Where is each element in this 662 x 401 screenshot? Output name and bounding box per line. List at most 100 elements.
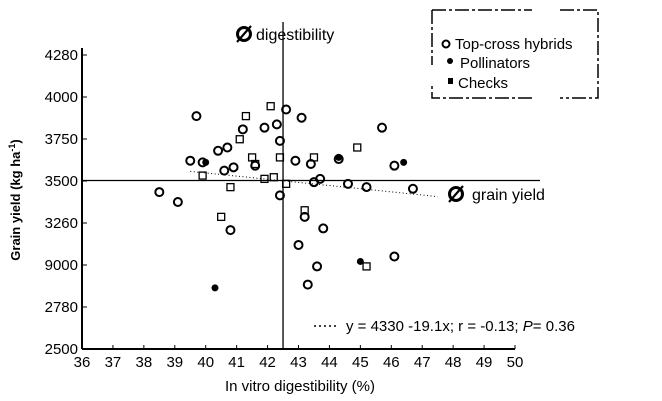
point-top-cross-hybrid — [154, 187, 165, 198]
legend-label: Top-cross hybrids — [455, 36, 573, 53]
y-tick-label: 4280 — [45, 47, 78, 64]
point-check — [353, 143, 362, 152]
legend-frame — [431, 9, 599, 99]
point-top-cross-hybrid — [377, 122, 388, 133]
x-tick-label: 37 — [105, 354, 122, 371]
y-tick-label: 2780 — [45, 299, 78, 316]
legend-label: Checks — [458, 75, 508, 92]
point-check — [247, 153, 257, 162]
point-top-cross-hybrid — [213, 145, 224, 156]
digestibility-label: digestibility — [256, 27, 334, 44]
y-tick-label: 3500 — [45, 173, 78, 190]
legend-item-checks: Checks — [448, 75, 508, 92]
point-top-cross-hybrid — [296, 112, 307, 123]
point-top-cross-hybrid — [250, 160, 261, 171]
x-tick-label: 49 — [476, 354, 493, 371]
point-check — [275, 153, 285, 162]
point-top-cross-hybrid — [299, 211, 310, 222]
point-top-cross-hybrid — [281, 104, 292, 115]
null-symbol-icon — [448, 185, 464, 203]
y-axis-title: Grain yield (kg ha-1) — [7, 139, 23, 260]
point-top-cross-hybrid — [219, 165, 230, 176]
point-top-cross-hybrid — [185, 155, 196, 166]
point-top-cross-hybrid — [259, 122, 270, 133]
x-tick-label: 47 — [414, 354, 431, 371]
y-tick-labels: 2500 2780 9000 3260 3500 3750 4000 4280 — [45, 47, 87, 358]
point-pollinator — [202, 158, 210, 166]
x-tick-label: 40 — [197, 354, 214, 371]
legend: Top-cross hybrids Pollinators Checks — [431, 9, 599, 99]
x-tick-label: 44 — [321, 354, 338, 371]
x-tick-label: 48 — [445, 354, 462, 371]
point-check — [266, 102, 275, 111]
legend-label: Pollinators — [460, 55, 530, 72]
point-top-cross-hybrid — [274, 135, 285, 146]
regression-equation: y = 4330 -19.1x; r = -0.13; P= 0.36 — [314, 318, 575, 335]
point-top-cross-hybrid — [225, 225, 236, 236]
x-tick-label: 38 — [136, 354, 153, 371]
point-check — [362, 262, 371, 271]
x-tick-label: 43 — [290, 354, 307, 371]
point-pollinator — [356, 257, 364, 265]
point-top-cross-hybrid — [318, 223, 329, 234]
point-top-cross-hybrid — [271, 119, 282, 130]
x-tick-label: 50 — [507, 354, 524, 371]
point-top-cross-hybrid — [228, 162, 239, 173]
point-check — [300, 206, 309, 215]
y-tick-label: 3750 — [45, 131, 78, 148]
regression-line — [190, 170, 438, 198]
point-check — [235, 135, 244, 144]
grain-yield-annotation: grain yield — [448, 185, 545, 204]
point-top-cross-hybrid — [191, 111, 202, 122]
point-top-cross-hybrid — [342, 178, 353, 189]
data-points — [154, 102, 418, 292]
point-check — [251, 159, 260, 169]
point-top-cross-hybrid — [315, 173, 326, 184]
point-check — [269, 173, 278, 182]
point-top-cross-hybrid — [290, 155, 301, 166]
point-check — [281, 179, 291, 188]
point-top-cross-hybrid — [312, 261, 323, 272]
point-check — [198, 171, 207, 180]
y-tick-label: 9000 — [45, 257, 78, 274]
point-top-cross-hybrid — [172, 197, 183, 207]
x-axis-title: In vitro digestibility (%) — [225, 378, 375, 395]
x-tick-label: 39 — [166, 354, 183, 371]
digestibility-annotation: digestibility — [236, 25, 334, 44]
y-tick-label: 4000 — [45, 89, 78, 106]
point-top-cross-hybrid — [361, 182, 372, 193]
point-top-cross-hybrid — [407, 183, 418, 194]
point-top-cross-hybrid — [237, 124, 248, 135]
regression-equation-text: y = 4330 -19.1x; r = -0.13; P= 0.36 — [346, 318, 575, 335]
point-check — [217, 212, 226, 222]
point-top-cross-hybrid — [222, 142, 233, 153]
x-tick-label: 42 — [259, 354, 276, 371]
point-check — [241, 111, 251, 121]
legend-marker-open-circle — [441, 39, 451, 49]
legend-marker-filled-circle — [447, 58, 453, 64]
legend-item-pollinators: Pollinators — [447, 55, 530, 72]
x-tick-label: 36 — [74, 354, 91, 371]
x-tick-labels: 36 37 38 39 40 41 42 43 44 45 46 47 48 49 50 — [74, 345, 524, 371]
point-top-cross-hybrid — [293, 239, 304, 250]
null-symbol-icon — [236, 25, 252, 43]
x-tick-label: 46 — [383, 354, 400, 371]
point-pollinator — [400, 158, 408, 166]
point-check — [260, 174, 269, 184]
point-pollinator — [211, 284, 219, 292]
legend-marker-square — [448, 78, 453, 84]
point-top-cross-hybrid — [389, 160, 400, 171]
x-tick-label: 41 — [228, 354, 245, 371]
point-top-cross-hybrid — [389, 251, 400, 262]
point-top-cross-hybrid — [302, 279, 313, 290]
grain-yield-label: grain yield — [472, 187, 545, 204]
x-tick-label: 45 — [352, 354, 369, 371]
point-check — [309, 153, 319, 162]
y-tick-label: 3260 — [45, 215, 78, 232]
y-tick-label: 2500 — [45, 341, 78, 358]
legend-item-top-cross: Top-cross hybrids — [441, 36, 573, 53]
point-check — [226, 182, 235, 192]
point-pollinator — [335, 153, 343, 161]
point-top-cross-hybrid — [274, 190, 285, 201]
